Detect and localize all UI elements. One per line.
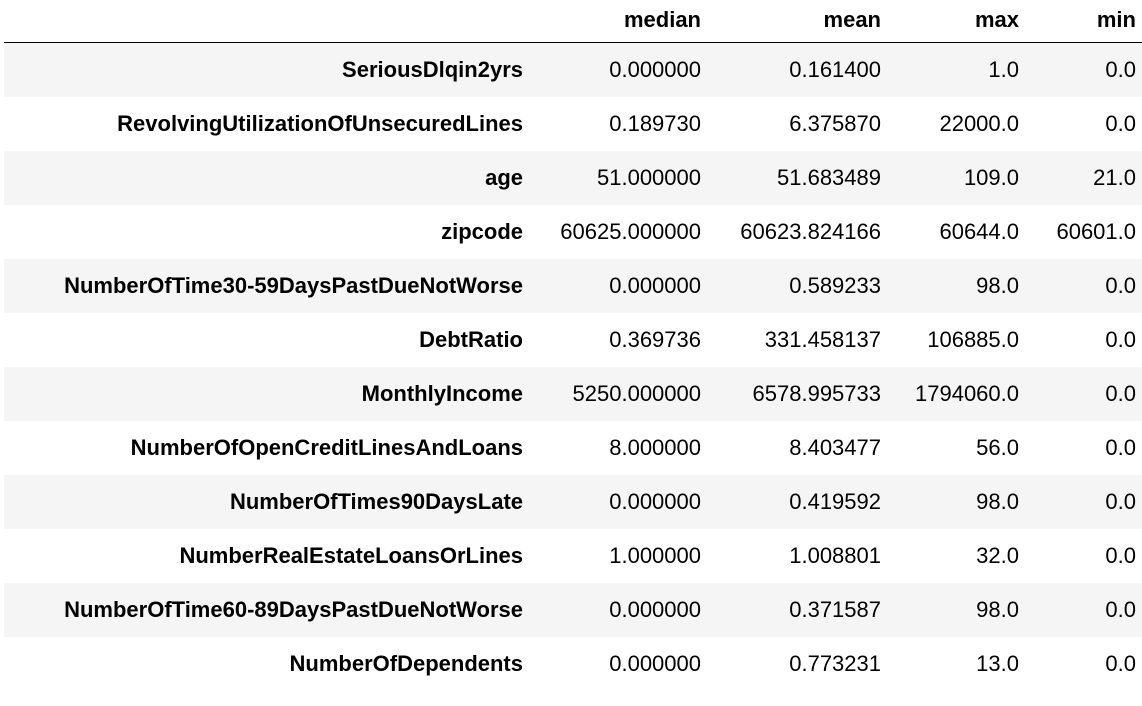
cell-median: 1.000000 [609, 542, 701, 568]
cell-mean: 0.371587 [789, 596, 881, 622]
table-row: NumberOfTime60-89DaysPastDueNotWorse 0.00… [4, 582, 1142, 637]
row-label: MonthlyIncome [361, 380, 523, 406]
cell-median: 0.000000 [609, 56, 701, 82]
dataframe-output: median mean max min SeriousDlqin2yrs 0.00… [4, 0, 1142, 691]
row-label: NumberRealEstateLoansOrLines [179, 542, 523, 568]
cell-min: 0.0 [1105, 434, 1136, 460]
cell-mean: 1.008801 [789, 542, 881, 568]
cell-min: 60601.0 [1056, 218, 1136, 244]
row-label: NumberOfTime30-59DaysPastDueNotWorse [64, 272, 523, 298]
cell-max: 13.0 [976, 650, 1019, 676]
cell-max: 106885.0 [927, 326, 1019, 352]
cell-median: 0.000000 [609, 488, 701, 514]
cell-min: 0.0 [1105, 488, 1136, 514]
cell-median: 5250.000000 [572, 380, 701, 406]
cell-mean: 6578.995733 [752, 380, 881, 406]
table-row: zipcode 60625.000000 60623.824166 60644.0 60… [4, 204, 1142, 259]
cell-mean: 0.161400 [789, 56, 881, 82]
cell-mean: 8.403477 [789, 434, 881, 460]
table-body: SeriousDlqin2yrs 0.000000 0.161400 1.0 0.0 Re… [4, 42, 1142, 691]
row-label: RevolvingUtilizationOfUnsecuredLines [117, 110, 523, 136]
table-row: NumberOfTimes90DaysLate 0.000000 0.419592 9… [4, 474, 1142, 529]
cell-min: 0.0 [1105, 596, 1136, 622]
table-row: NumberOfTime30-59DaysPastDueNotWorse 0.00… [4, 258, 1142, 313]
column-header-median: median [529, 0, 707, 43]
cell-max: 56.0 [976, 434, 1019, 460]
cell-min: 0.0 [1105, 272, 1136, 298]
cell-min: 0.0 [1105, 56, 1136, 82]
cell-max: 98.0 [976, 488, 1019, 514]
table-row: age 51.000000 51.683489 109.0 21.0 [4, 150, 1142, 205]
cell-mean: 0.589233 [789, 272, 881, 298]
cell-min: 0.0 [1105, 650, 1136, 676]
row-label: NumberOfTimes90DaysLate [229, 488, 523, 514]
cell-mean: 6.375870 [789, 110, 881, 136]
table-row: DebtRatio 0.369736 331.458137 106885.0 0.0 [4, 312, 1142, 367]
row-label: NumberOfTime60-89DaysPastDueNotWorse [64, 596, 523, 622]
cell-max: 60644.0 [939, 218, 1019, 244]
row-label: NumberOfDependents [289, 650, 523, 676]
cell-max: 109.0 [963, 164, 1019, 190]
cell-min: 0.0 [1105, 380, 1136, 406]
cell-max: 1.0 [988, 56, 1019, 82]
cell-max: 1794060.0 [915, 380, 1019, 406]
cell-median: 0.369736 [609, 326, 701, 352]
cell-max: 98.0 [976, 272, 1019, 298]
cell-min: 21.0 [1093, 164, 1136, 190]
cell-median: 0.000000 [609, 596, 701, 622]
column-header-mean: mean [707, 0, 887, 43]
summary-stats-table: median mean max min SeriousDlqin2yrs 0.00… [4, 0, 1142, 691]
index-header [4, 0, 529, 43]
cell-median: 0.000000 [609, 272, 701, 298]
cell-median: 0.000000 [609, 650, 701, 676]
row-label: age [485, 164, 523, 190]
table-row: NumberOfDependents 0.000000 0.773231 13.0 0.… [4, 636, 1142, 691]
cell-max: 22000.0 [939, 110, 1019, 136]
cell-max: 98.0 [976, 596, 1019, 622]
row-label: DebtRatio [419, 326, 523, 352]
cell-min: 0.0 [1105, 326, 1136, 352]
row-label: zipcode [441, 218, 523, 244]
table-row: NumberOfOpenCreditLinesAndLoans 8.000000 8… [4, 420, 1142, 475]
cell-median: 8.000000 [609, 434, 701, 460]
table-row: RevolvingUtilizationOfUnsecuredLines 0.18… [4, 96, 1142, 151]
table-row: MonthlyIncome 5250.000000 6578.995733 17940… [4, 366, 1142, 421]
column-header-max: max [887, 0, 1025, 43]
cell-mean: 51.683489 [777, 164, 881, 190]
cell-mean: 0.773231 [789, 650, 881, 676]
row-label: NumberOfOpenCreditLinesAndLoans [130, 434, 523, 460]
row-label: SeriousDlqin2yrs [342, 56, 523, 82]
table-row: NumberRealEstateLoansOrLines 1.000000 1.00… [4, 528, 1142, 583]
cell-min: 0.0 [1105, 110, 1136, 136]
cell-max: 32.0 [976, 542, 1019, 568]
cell-min: 0.0 [1105, 542, 1136, 568]
cell-median: 60625.000000 [560, 218, 701, 244]
cell-median: 51.000000 [597, 164, 701, 190]
cell-mean: 60623.824166 [740, 218, 881, 244]
table-header: median mean max min [4, 0, 1142, 43]
cell-mean: 331.458137 [764, 326, 881, 352]
cell-mean: 0.419592 [789, 488, 881, 514]
cell-median: 0.189730 [609, 110, 701, 136]
column-header-min: min [1025, 0, 1142, 43]
table-row: SeriousDlqin2yrs 0.000000 0.161400 1.0 0.0 [4, 42, 1142, 97]
header-row: median mean max min [4, 0, 1142, 43]
